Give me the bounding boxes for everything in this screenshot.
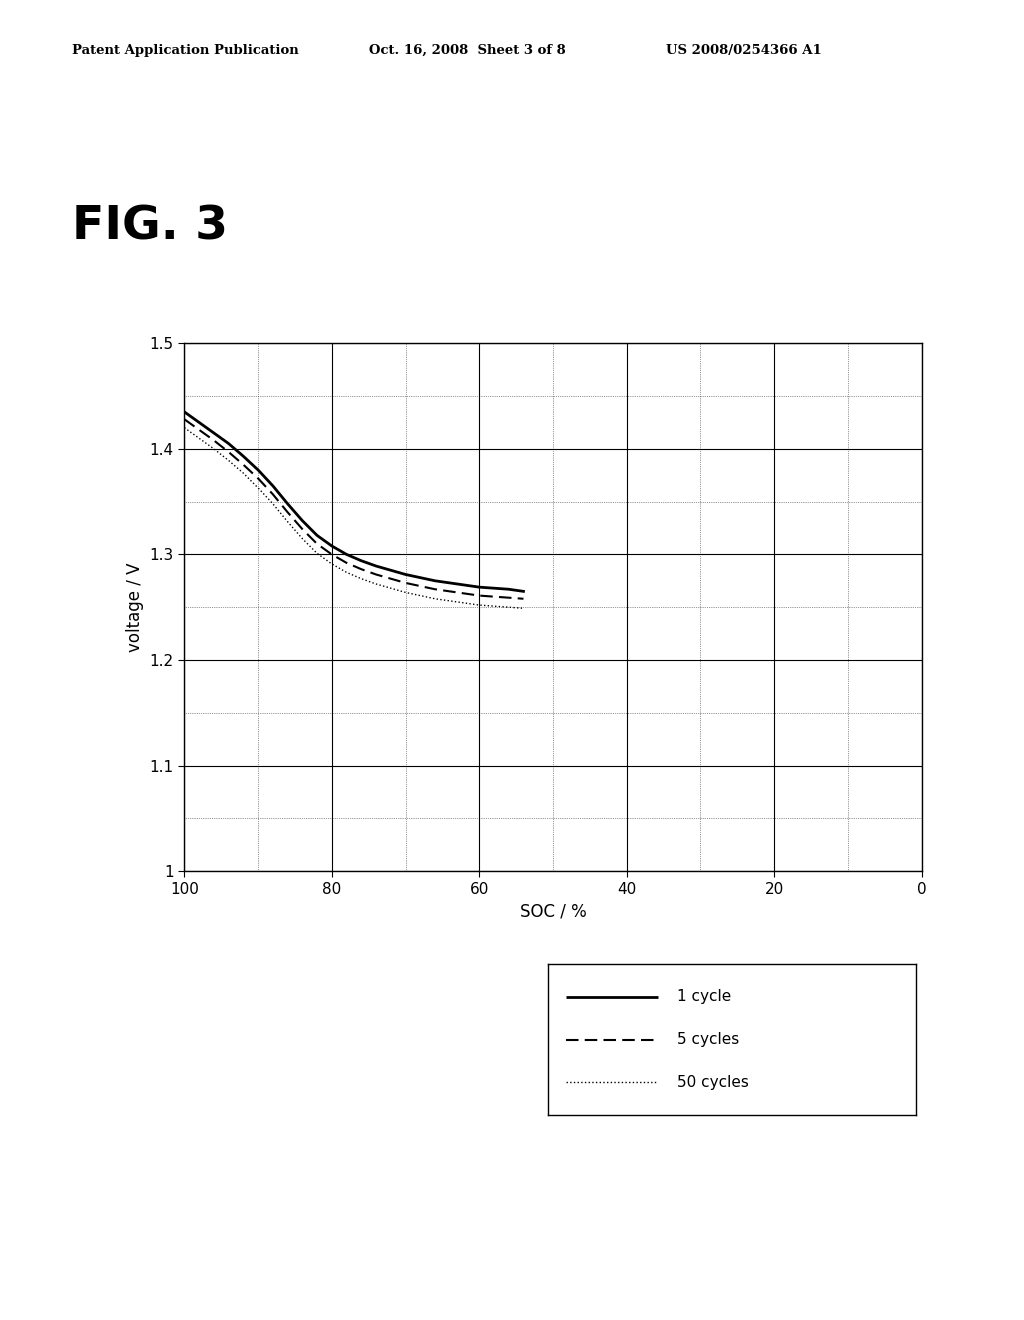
5 cycles	[282, 504, 294, 520]
5 cycles	[487, 589, 500, 605]
Text: 1 cycle: 1 cycle	[677, 990, 731, 1005]
50 cycles	[355, 570, 368, 586]
50 cycles	[429, 591, 441, 607]
50 cycles	[370, 576, 382, 591]
1 cycle	[517, 583, 529, 599]
5 cycles	[503, 590, 515, 606]
50 cycles	[193, 430, 205, 446]
5 cycles	[326, 546, 338, 562]
50 cycles	[414, 587, 426, 603]
5 cycles	[178, 412, 190, 428]
50 cycles	[252, 480, 264, 496]
1 cycle	[487, 581, 500, 597]
5 cycles	[193, 422, 205, 438]
50 cycles	[326, 556, 338, 572]
50 cycles	[399, 585, 412, 601]
1 cycle	[370, 558, 382, 574]
5 cycles	[238, 457, 250, 473]
5 cycles	[370, 566, 382, 582]
1 cycle	[252, 462, 264, 478]
50 cycles	[385, 581, 397, 597]
1 cycle	[355, 553, 368, 569]
1 cycle	[222, 436, 234, 451]
1 cycle	[311, 528, 324, 544]
Text: Oct. 16, 2008  Sheet 3 of 8: Oct. 16, 2008 Sheet 3 of 8	[369, 44, 565, 57]
5 cycles	[222, 444, 234, 459]
Y-axis label: voltage / V: voltage / V	[126, 562, 144, 652]
50 cycles	[282, 513, 294, 529]
1 cycle	[473, 579, 485, 595]
5 cycles	[399, 576, 412, 591]
1 cycle	[238, 449, 250, 465]
Text: 5 cycles: 5 cycles	[677, 1032, 739, 1047]
50 cycles	[473, 597, 485, 612]
50 cycles	[296, 531, 308, 546]
50 cycles	[459, 595, 471, 611]
1 cycle	[193, 414, 205, 430]
1 cycle	[414, 570, 426, 586]
1 cycle	[326, 539, 338, 554]
5 cycles	[429, 581, 441, 597]
5 cycles	[252, 470, 264, 486]
Text: Patent Application Publication: Patent Application Publication	[72, 44, 298, 57]
1 cycle	[429, 573, 441, 589]
Text: FIG. 3: FIG. 3	[72, 205, 227, 249]
X-axis label: SOC / %: SOC / %	[519, 902, 587, 920]
50 cycles	[487, 598, 500, 614]
Line: 50 cycles: 50 cycles	[184, 428, 523, 609]
1 cycle	[208, 425, 220, 441]
5 cycles	[340, 554, 352, 570]
5 cycles	[414, 578, 426, 594]
5 cycles	[459, 586, 471, 602]
1 cycle	[266, 478, 279, 494]
1 cycle	[385, 562, 397, 578]
50 cycles	[443, 593, 456, 609]
Text: 50 cycles: 50 cycles	[677, 1074, 749, 1089]
1 cycle	[178, 404, 190, 420]
50 cycles	[340, 565, 352, 581]
Line: 1 cycle: 1 cycle	[184, 412, 523, 591]
Line: 5 cycles: 5 cycles	[184, 420, 523, 599]
5 cycles	[311, 536, 324, 552]
5 cycles	[355, 561, 368, 577]
50 cycles	[222, 453, 234, 469]
50 cycles	[238, 465, 250, 480]
5 cycles	[208, 433, 220, 449]
50 cycles	[503, 599, 515, 615]
5 cycles	[385, 570, 397, 586]
5 cycles	[266, 486, 279, 502]
1 cycle	[282, 496, 294, 512]
50 cycles	[208, 441, 220, 457]
50 cycles	[311, 545, 324, 561]
50 cycles	[178, 420, 190, 436]
1 cycle	[443, 576, 456, 591]
1 cycle	[399, 566, 412, 582]
5 cycles	[296, 521, 308, 537]
50 cycles	[517, 601, 529, 616]
1 cycle	[459, 577, 471, 593]
5 cycles	[473, 587, 485, 603]
5 cycles	[517, 591, 529, 607]
1 cycle	[340, 546, 352, 562]
Text: US 2008/0254366 A1: US 2008/0254366 A1	[666, 44, 821, 57]
1 cycle	[296, 512, 308, 528]
1 cycle	[503, 581, 515, 597]
5 cycles	[443, 583, 456, 599]
50 cycles	[266, 496, 279, 512]
